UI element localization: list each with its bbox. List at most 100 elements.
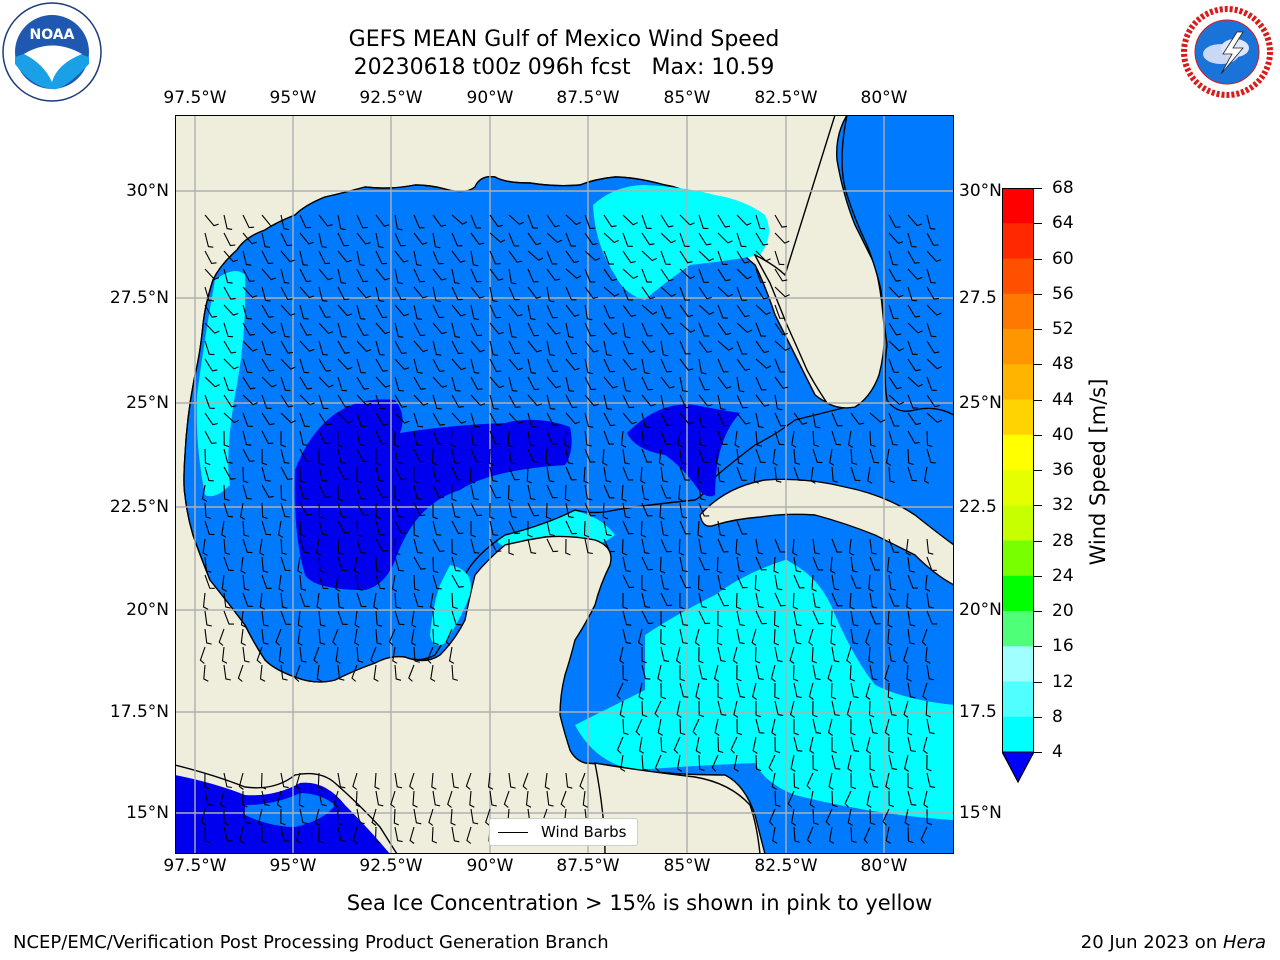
wind-barb	[223, 610, 234, 625]
wind-barb	[774, 340, 791, 352]
wind-barb	[715, 448, 721, 466]
wind-barb	[527, 502, 539, 517]
wind-barb	[847, 808, 853, 826]
wind-barb	[640, 466, 646, 484]
wind-barb	[451, 448, 460, 465]
wind-barb	[806, 772, 814, 790]
wind-barb	[888, 232, 904, 245]
wind-barb	[527, 250, 544, 261]
wind-barb	[314, 808, 320, 826]
wind-barb	[660, 250, 671, 265]
wind-barb	[260, 772, 267, 790]
wind-barb	[375, 286, 385, 302]
wind-barb	[603, 340, 612, 357]
wind-barb	[888, 736, 894, 754]
wind-barb	[641, 376, 653, 391]
wind-barb	[318, 502, 325, 520]
wind-barb	[926, 556, 937, 571]
wind-barb	[261, 268, 277, 281]
wind-barb	[678, 484, 684, 502]
wind-barb	[261, 340, 272, 356]
wind-barb	[470, 484, 479, 501]
wind-barb	[679, 214, 695, 226]
wind-barb	[641, 304, 658, 315]
wind-barb	[660, 358, 672, 373]
colorbar-segment	[1002, 646, 1034, 682]
wind-barb	[318, 484, 331, 498]
wind-barb	[888, 430, 898, 446]
colorbar-tick-mark	[1034, 399, 1042, 401]
colorbar-segment	[1002, 681, 1034, 718]
wind-barb	[545, 448, 551, 466]
wind-barb	[579, 772, 586, 790]
wind-barb	[603, 412, 616, 427]
wind-barb	[888, 412, 900, 427]
wind-barb	[242, 592, 253, 607]
wind-barb	[508, 322, 517, 339]
wind-barb	[584, 394, 599, 407]
wind-barb	[736, 412, 751, 425]
wind-barb	[906, 664, 912, 682]
wind-barb	[736, 664, 742, 682]
wind-barb	[882, 808, 890, 826]
wind-barb	[413, 322, 426, 337]
wind-barb	[641, 286, 656, 300]
wind-barb	[527, 538, 537, 554]
wind-barb	[888, 754, 898, 770]
wind-barb	[451, 826, 460, 843]
wind-barb	[868, 646, 874, 664]
wind-barb	[508, 304, 523, 317]
wind-barb	[470, 322, 483, 337]
colorbar-tick-mark	[1034, 681, 1042, 683]
wind-barb	[735, 538, 741, 556]
wind-barb	[259, 592, 265, 610]
wind-barb	[584, 340, 599, 353]
wind-barb	[413, 358, 423, 374]
wind-barb	[337, 322, 347, 338]
wind-barb	[239, 502, 246, 520]
wind-barb	[432, 520, 442, 536]
wind-barb	[584, 232, 598, 246]
wind-barb	[789, 700, 796, 718]
wind-barb	[771, 718, 777, 736]
wind-barb	[337, 448, 347, 464]
wind-barb	[907, 394, 918, 409]
wind-barb	[508, 448, 517, 465]
wind-barb	[812, 592, 821, 609]
lon-label-bottom: 90°W	[466, 856, 514, 876]
wind-barb	[451, 268, 460, 285]
wind-barb	[924, 574, 931, 592]
wind-barb	[508, 412, 524, 425]
wind-barb	[261, 286, 271, 302]
wind-barb	[508, 286, 520, 301]
wind-barb	[619, 700, 625, 718]
wind-barb	[603, 250, 614, 265]
wind-barb	[432, 628, 439, 646]
colorbar-tick-mark	[1034, 223, 1042, 225]
wind-barb	[774, 430, 785, 446]
lat-label-right: 17.5	[959, 702, 997, 722]
wind-barb	[337, 538, 344, 556]
wind-barb	[280, 610, 291, 625]
wind-barb	[641, 394, 656, 407]
wind-barb	[660, 736, 667, 754]
wind-barb	[717, 358, 729, 373]
wind-barb	[261, 250, 274, 265]
wind-barb	[280, 214, 289, 231]
wind-barb	[432, 232, 441, 249]
wind-barb	[850, 628, 859, 645]
wind-barb	[755, 268, 766, 283]
wind-barb	[736, 718, 743, 736]
wind-barb	[641, 556, 653, 571]
wind-barb	[654, 754, 662, 772]
colorbar-tick-mark	[1034, 505, 1042, 507]
wind-barb	[888, 592, 900, 607]
wind-barb	[790, 754, 796, 772]
wind-barb	[295, 772, 301, 790]
wind-barb	[676, 700, 682, 718]
map-panel[interactable]	[175, 115, 954, 854]
wind-barb	[774, 412, 786, 427]
wind-barb	[451, 340, 464, 355]
wind-barb	[242, 340, 258, 352]
wind-barb	[736, 268, 752, 280]
